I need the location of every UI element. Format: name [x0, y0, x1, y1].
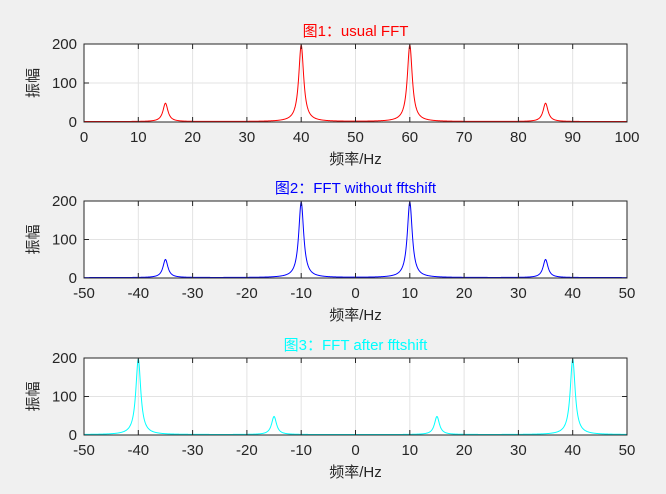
x-tick-label: 20	[184, 129, 201, 146]
x-tick-label: 90	[564, 129, 581, 146]
subplot-2: -50 -40 -30 -20 -10 0 10 20 30 40 50 0 100 200 图2：FFT …	[25, 180, 635, 324]
x-tick-label: 40	[293, 129, 310, 146]
y-tick-label: 100	[52, 389, 77, 406]
x-tick-label: -10	[290, 442, 312, 459]
x-tick-label: 60	[401, 129, 418, 146]
y-axis-label: 振幅	[25, 381, 42, 411]
x-tick-label: -20	[236, 442, 258, 459]
x-tick-label: 0	[351, 442, 359, 459]
y-tick-label: 200	[52, 36, 77, 53]
chart-title: 图2：FFT without fftshift	[275, 180, 437, 197]
y-axis-label: 振幅	[25, 68, 42, 98]
x-tick-label: -30	[182, 285, 204, 302]
chart-title: 图3：FFT after fftshift	[284, 337, 428, 354]
x-tick-label: 0	[80, 129, 88, 146]
y-tick-label: 200	[52, 350, 77, 367]
x-axis-label: 频率/Hz	[329, 464, 382, 481]
x-tick-label: -30	[182, 442, 204, 459]
x-tick-label: 40	[564, 285, 581, 302]
x-tick-label: -20	[236, 285, 258, 302]
y-tick-label: 100	[52, 232, 77, 249]
x-tick-label: 30	[510, 285, 527, 302]
x-tick-label: -40	[127, 285, 149, 302]
x-tick-label: 10	[130, 129, 147, 146]
x-tick-label: 30	[239, 129, 256, 146]
y-tick-label: 0	[69, 427, 77, 444]
y-tick-label: 0	[69, 114, 77, 131]
x-tick-label: -50	[73, 285, 95, 302]
chart-title: 图1：usual FFT	[303, 23, 409, 40]
y-axis-label: 振幅	[25, 224, 42, 254]
subplot-3: -50 -40 -30 -20 -10 0 10 20 30 40 50 0 100 200 图3：FFT …	[25, 337, 635, 481]
subplot-1: 0 10 20 30 40 50 60 70 80 90 100 0 100 200 图1：usual FF…	[25, 23, 640, 168]
x-tick-label: 80	[510, 129, 527, 146]
x-tick-label: 40	[564, 442, 581, 459]
x-tick-label: 50	[347, 129, 364, 146]
x-tick-label: 30	[510, 442, 527, 459]
x-axis-label: 频率/Hz	[329, 151, 382, 168]
x-tick-label: 70	[456, 129, 473, 146]
y-tick-label: 100	[52, 75, 77, 92]
x-tick-label: 20	[456, 285, 473, 302]
y-tick-label: 200	[52, 193, 77, 210]
x-tick-label: -40	[127, 442, 149, 459]
x-tick-label: 10	[401, 285, 418, 302]
x-tick-label: 20	[456, 442, 473, 459]
x-tick-label: -50	[73, 442, 95, 459]
x-axis-label: 频率/Hz	[329, 307, 382, 324]
y-tick-label: 0	[69, 270, 77, 287]
x-tick-label: 100	[614, 129, 639, 146]
x-tick-label: -10	[290, 285, 312, 302]
x-tick-label: 50	[619, 285, 636, 302]
x-tick-label: 50	[619, 442, 636, 459]
x-tick-label: 10	[401, 442, 418, 459]
x-tick-label: 0	[351, 285, 359, 302]
